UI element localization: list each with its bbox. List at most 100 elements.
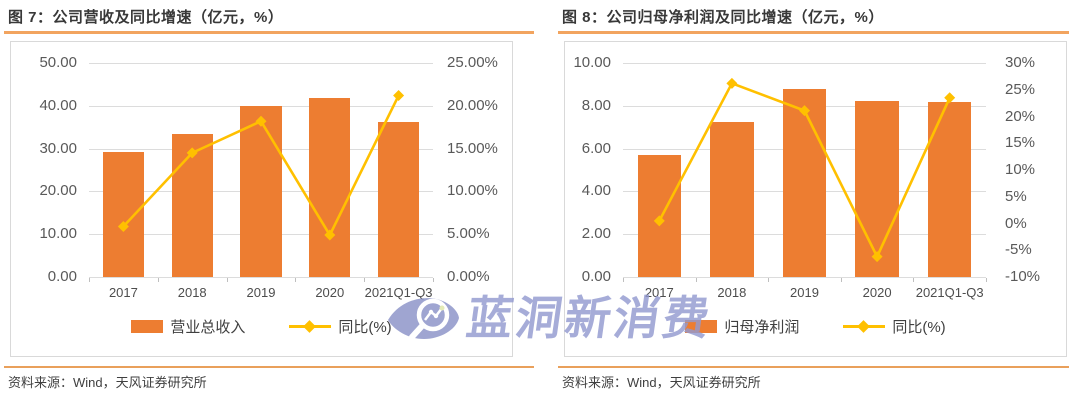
line-marker xyxy=(653,215,665,227)
legend-line-marker xyxy=(289,319,332,333)
figure-title: 图 7：公司营收及同比增速（亿元，%） xyxy=(8,9,284,26)
y-axis-label-left: 20.00 xyxy=(39,182,77,200)
legend-line-marker xyxy=(843,319,886,333)
chart-legend: 营业总收入 同比(%) xyxy=(11,314,512,338)
legend-bar-swatch xyxy=(131,319,164,333)
source-note: 资料来源：Wind，天风证券研究所 xyxy=(562,375,761,390)
gridline xyxy=(89,63,433,64)
line-marker xyxy=(324,229,336,241)
revenue-combo-chart: 0.00 10.00 20.00 30.00 40.00 50.00 0.00% 5.00%… xyxy=(10,41,513,357)
y-axis-label-right: 0.00% xyxy=(447,268,490,285)
source-note: 资料来源：Wind，天风证券研究所 xyxy=(8,375,207,390)
y-axis-label-right: -10% xyxy=(1005,268,1041,285)
y-axis-label-right: 15.00% xyxy=(447,139,498,157)
x-axis-label: 2018 xyxy=(177,285,207,300)
y-axis-label-left: 30.00 xyxy=(39,139,77,157)
gridline xyxy=(623,277,986,278)
bar-2020 xyxy=(855,101,899,277)
y-axis-label-right: 25% xyxy=(1005,80,1036,98)
source-divider xyxy=(4,366,534,368)
x-axis-label: 2021Q1-Q3 xyxy=(364,285,433,300)
legend-label: 营业总收入 xyxy=(170,318,246,336)
figure-title: 图 8：公司归母净利润及同比增速（亿元，%） xyxy=(562,9,884,26)
axis-tick xyxy=(157,278,159,282)
axis-tick xyxy=(768,278,770,282)
legend-label: 归母净利润 xyxy=(724,318,800,336)
axis-tick xyxy=(364,278,366,282)
y-axis-label-left: 10.00 xyxy=(39,225,77,243)
line-marker xyxy=(726,77,738,89)
y-axis-label-right: 10% xyxy=(1005,161,1036,178)
line-marker xyxy=(255,115,267,127)
y-axis-label-left: 6.00 xyxy=(581,139,611,157)
legend-item: 同比(%) xyxy=(289,316,392,337)
y-axis-label-left: 40.00 xyxy=(39,96,77,114)
panel-net-profit-chart: 图 8：公司归母净利润及同比增速（亿元，%） 0.00 2.00 4.00 6.00 8… xyxy=(558,0,1069,403)
legend-item: 归母净利润 xyxy=(685,316,799,337)
bar-2020 xyxy=(309,98,351,277)
x-axis-label: 2018 xyxy=(717,285,747,300)
y-axis-label-left: 50.00 xyxy=(39,54,77,71)
title-underline xyxy=(558,31,1069,34)
legend-bar-swatch xyxy=(685,319,718,333)
axis-tick xyxy=(295,278,297,282)
x-axis-label: 2019 xyxy=(246,285,276,300)
x-axis-label: 2017 xyxy=(644,285,674,300)
y-axis-label-left: 2.00 xyxy=(581,225,611,243)
gridline xyxy=(89,277,433,278)
y-axis-label-right: -5% xyxy=(1005,241,1032,259)
bar-2019 xyxy=(782,89,827,277)
source-divider xyxy=(558,366,1069,368)
bar-2021Q1-Q3 xyxy=(377,121,420,277)
trend-line xyxy=(653,77,956,263)
axis-tick xyxy=(623,278,624,282)
y-axis-label-right: 20% xyxy=(1005,107,1036,125)
x-axis-label: 2020 xyxy=(862,285,892,300)
line-marker xyxy=(117,220,129,232)
axis-tick xyxy=(226,278,228,282)
y-axis-label-left: 10.00 xyxy=(573,54,611,71)
trend-line xyxy=(117,90,405,241)
bar-2018 xyxy=(710,121,754,277)
y-axis-label-right: 30% xyxy=(1005,54,1036,71)
y-axis-label-right: 5.00% xyxy=(447,225,490,243)
net-profit-combo-chart: 0.00 2.00 4.00 6.00 8.00 10.00 -10% -5% 0% 5% 10%… xyxy=(564,41,1067,357)
y-axis-label-right: 20.00% xyxy=(447,96,498,114)
y-axis-label-right: 15% xyxy=(1005,134,1036,152)
y-axis-label-right: 5% xyxy=(1005,187,1027,205)
y-axis-label-right: 25.00% xyxy=(447,54,498,71)
legend-label: 同比(%) xyxy=(892,318,946,336)
gridline xyxy=(623,63,986,64)
bar-2019 xyxy=(240,106,282,277)
legend-label: 同比(%) xyxy=(338,318,392,336)
plot-area xyxy=(89,63,433,278)
y-axis-label-left: 0.00 xyxy=(581,268,611,285)
axis-tick xyxy=(986,278,987,282)
plot-area xyxy=(623,63,986,278)
bar-2017 xyxy=(102,151,145,277)
y-axis-label-right: 10.00% xyxy=(447,182,498,200)
x-axis-label: 2017 xyxy=(108,285,138,300)
x-axis-label: 2019 xyxy=(790,285,819,300)
line-marker xyxy=(799,105,810,117)
axis-tick xyxy=(913,278,915,282)
x-axis-label: 2020 xyxy=(315,285,345,300)
line-marker xyxy=(186,147,198,159)
axis-tick xyxy=(433,278,434,282)
axis-tick xyxy=(840,278,842,282)
axis-tick xyxy=(89,278,90,282)
legend-item: 营业总收入 xyxy=(131,316,245,337)
line-marker xyxy=(871,251,883,263)
y-axis-label-left: 8.00 xyxy=(581,96,611,114)
panel-revenue-chart: 图 7：公司营收及同比增速（亿元，%） 0.00 10.00 20.00 30.00 4… xyxy=(4,0,534,403)
chart-legend: 归母净利润 同比(%) xyxy=(565,314,1066,338)
y-axis-label-right: 0% xyxy=(1005,214,1027,232)
line-marker xyxy=(944,92,956,104)
y-axis-label-left: 4.00 xyxy=(581,182,611,200)
legend-item: 同比(%) xyxy=(843,316,946,337)
title-underline xyxy=(4,31,534,34)
line-marker xyxy=(393,90,405,102)
y-axis-label-left: 0.00 xyxy=(47,268,77,285)
x-axis-label: 2021Q1-Q3 xyxy=(915,285,984,300)
